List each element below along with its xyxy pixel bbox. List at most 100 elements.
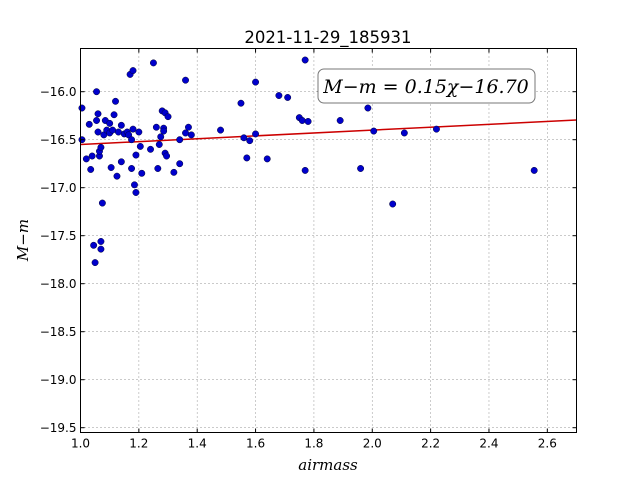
data-point	[160, 127, 168, 135]
x-tick-label: 2.4	[479, 437, 498, 451]
y-tick-label: −18.5	[40, 325, 77, 339]
data-point	[97, 238, 105, 245]
grid-lines	[80, 48, 577, 433]
data-point	[237, 99, 245, 107]
fit-line-layer	[80, 119, 577, 146]
data-point	[85, 120, 93, 128]
data-point	[336, 117, 344, 124]
data-point	[112, 97, 119, 105]
data-point	[128, 165, 136, 172]
plot-area-frame	[80, 48, 577, 433]
data-point	[149, 59, 157, 67]
data-point	[240, 134, 248, 142]
data-point	[88, 152, 96, 160]
data-point	[107, 164, 115, 171]
x-tick-label: 1.4	[188, 437, 207, 451]
fit-line	[80, 119, 577, 146]
data-point	[364, 104, 372, 112]
data-point	[128, 136, 136, 144]
data-point	[109, 126, 117, 134]
data-point	[93, 117, 100, 124]
data-point	[155, 141, 163, 148]
y-tick-label: −19.5	[40, 421, 77, 435]
data-point	[246, 137, 254, 145]
data-point	[176, 160, 184, 168]
y-tick-label: −19.0	[40, 373, 77, 387]
data-point	[176, 136, 184, 144]
data-point	[370, 127, 378, 135]
data-point	[129, 67, 137, 75]
chart-title: 2021-11-29_185931	[244, 28, 411, 48]
data-point	[164, 113, 172, 121]
data-point	[117, 158, 125, 166]
x-tick-label: 2.6	[538, 437, 557, 451]
data-point	[110, 111, 118, 119]
y-axis-label: M−m	[14, 219, 32, 262]
data-point	[163, 152, 171, 160]
y-tick-label: −16.5	[40, 133, 77, 147]
data-points	[78, 56, 538, 267]
data-point	[135, 128, 143, 136]
data-point	[433, 125, 440, 133]
data-point	[136, 142, 144, 150]
y-tick-label: −18.0	[40, 277, 77, 291]
data-point	[87, 166, 95, 173]
y-tick-label: −16.0	[40, 85, 77, 99]
x-tick-label: 1.6	[246, 437, 265, 451]
data-point	[357, 165, 365, 172]
data-point	[170, 168, 178, 176]
data-point	[152, 123, 160, 131]
x-tick-label: 2.2	[421, 437, 440, 451]
equation-box: M−m = 0.15χ−16.70	[317, 68, 536, 104]
x-axis-ticks: 1.0 1.2 1.4 1.6 1.8 2.0 2.2 2.4 2.6	[71, 48, 557, 451]
data-point	[106, 119, 114, 127]
x-tick-label: 1.0	[71, 437, 90, 451]
x-axis-label: airmass	[298, 456, 358, 474]
x-tick-label: 1.2	[129, 437, 148, 451]
data-point	[301, 166, 309, 174]
data-point	[217, 126, 224, 134]
data-point	[132, 189, 140, 196]
y-tick-label: −17.5	[40, 229, 77, 243]
y-axis-ticks: −16.0 −16.5 −17.0 −17.5 −18.0 −18.5 −19.0 −19.5	[40, 85, 577, 435]
data-point	[389, 200, 397, 208]
data-point	[114, 128, 122, 136]
data-point	[157, 133, 165, 141]
data-point	[154, 165, 162, 172]
data-point	[97, 245, 105, 253]
data-point	[185, 123, 192, 131]
data-point	[113, 172, 121, 180]
data-point	[243, 154, 251, 162]
data-point	[304, 118, 312, 125]
data-point	[530, 166, 538, 174]
data-point	[90, 241, 98, 249]
data-point	[263, 155, 271, 163]
data-point	[117, 121, 125, 129]
data-point	[187, 131, 195, 139]
data-point	[94, 110, 102, 118]
data-point	[252, 78, 260, 86]
x-tick-label: 1.8	[304, 437, 323, 451]
data-point	[94, 128, 102, 136]
data-point	[284, 94, 292, 101]
data-point	[400, 129, 408, 137]
equation-text: M−m = 0.15χ−16.70	[322, 76, 529, 98]
data-point	[252, 130, 260, 138]
data-point	[301, 56, 309, 64]
data-point	[147, 145, 154, 153]
data-point	[131, 181, 138, 189]
data-point	[78, 104, 86, 112]
data-point	[182, 76, 189, 84]
data-point	[182, 129, 189, 137]
y-tick-label: −17.0	[40, 181, 77, 195]
data-point	[91, 259, 99, 267]
data-point	[298, 117, 306, 124]
x-tick-label: 2.0	[363, 437, 382, 451]
data-point	[275, 92, 283, 99]
data-point	[132, 151, 140, 159]
data-point	[97, 143, 105, 151]
data-point	[138, 169, 146, 177]
data-point	[129, 125, 137, 133]
data-point	[82, 155, 90, 163]
